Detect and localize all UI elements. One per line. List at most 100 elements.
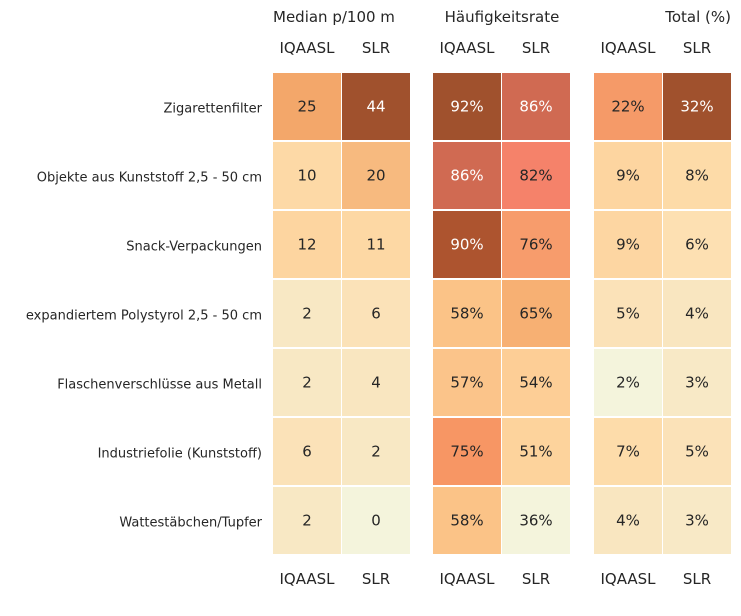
heatmap-cell xyxy=(433,418,501,485)
panel-title: Häufigkeitsrate xyxy=(445,8,560,26)
column-header-bottom: SLR xyxy=(362,570,390,588)
column-header-top: IQAASL xyxy=(439,39,495,57)
row-label: Snack-Verpackungen xyxy=(126,240,262,255)
cell-value-label: 6% xyxy=(685,236,709,254)
column-header-bottom: SLR xyxy=(522,570,550,588)
heatmap-cell xyxy=(433,487,501,554)
heatmap-cell xyxy=(342,211,410,278)
cell-value-label: 86% xyxy=(519,98,552,116)
heatmap-cell xyxy=(273,280,341,347)
cell-value-label: 86% xyxy=(450,167,483,185)
cell-value-label: 12 xyxy=(297,236,316,254)
cell-value-label: 5% xyxy=(685,443,709,461)
heatmap-cell xyxy=(273,211,341,278)
heatmap-cell xyxy=(342,142,410,209)
row-label: Wattestäbchen/Tupfer xyxy=(119,516,262,531)
heatmap-cell xyxy=(502,142,570,209)
cell-value-label: 76% xyxy=(519,236,552,254)
row-label: Industriefolie (Kunststoff) xyxy=(98,447,262,462)
panel-title: Median p/100 m xyxy=(273,8,395,26)
column-header-top: SLR xyxy=(522,39,550,57)
cell-value-label: 20 xyxy=(366,167,385,185)
cell-value-label: 2 xyxy=(302,305,312,323)
cell-value-label: 2 xyxy=(302,512,312,530)
column-header-top: IQAASL xyxy=(600,39,656,57)
heatmap-cell xyxy=(594,142,662,209)
heatmap-cell xyxy=(433,142,501,209)
cell-value-label: 6 xyxy=(302,443,312,461)
cell-value-label: 2 xyxy=(302,374,312,392)
cell-value-label: 10 xyxy=(297,167,316,185)
heatmap-cell xyxy=(342,280,410,347)
heatmap-cell xyxy=(594,418,662,485)
cell-value-label: 3% xyxy=(685,374,709,392)
heatmap-cell xyxy=(342,418,410,485)
heatmap-cell xyxy=(273,418,341,485)
cell-value-label: 11 xyxy=(366,236,385,254)
column-header-bottom: IQAASL xyxy=(600,570,656,588)
heatmap-cell xyxy=(594,349,662,416)
cell-value-label: 4 xyxy=(371,374,381,392)
cell-value-label: 6 xyxy=(371,305,381,323)
heatmap-cell xyxy=(502,211,570,278)
cell-value-label: 51% xyxy=(519,443,552,461)
cell-value-label: 25 xyxy=(297,98,316,116)
row-label: Zigarettenfilter xyxy=(164,102,263,117)
heatmap-cell xyxy=(433,349,501,416)
heatmap-cell xyxy=(663,349,731,416)
cell-value-label: 7% xyxy=(616,443,640,461)
cell-value-label: 9% xyxy=(616,167,640,185)
column-header-top: SLR xyxy=(362,39,390,57)
cell-value-label: 9% xyxy=(616,236,640,254)
heatmap-cell xyxy=(273,487,341,554)
cell-value-label: 5% xyxy=(616,305,640,323)
cell-value-label: 58% xyxy=(450,512,483,530)
cell-value-label: 32% xyxy=(680,98,713,116)
heatmap-cell xyxy=(663,487,731,554)
cell-value-label: 82% xyxy=(519,167,552,185)
heatmap-cell xyxy=(594,487,662,554)
heatmap-cell xyxy=(663,211,731,278)
heatmap-cell xyxy=(594,211,662,278)
column-header-top: SLR xyxy=(683,39,711,57)
column-header-bottom: IQAASL xyxy=(439,570,495,588)
heatmap-cell xyxy=(342,73,410,140)
cell-value-label: 65% xyxy=(519,305,552,323)
heatmap-cell xyxy=(663,142,731,209)
heatmap-cell xyxy=(273,349,341,416)
cell-value-label: 2 xyxy=(371,443,381,461)
cell-value-label: 4% xyxy=(685,305,709,323)
cell-value-label: 44 xyxy=(366,98,385,116)
column-header-bottom: SLR xyxy=(683,570,711,588)
heatmap-cell xyxy=(502,487,570,554)
heatmap-cell xyxy=(342,487,410,554)
heatmap-cell xyxy=(502,73,570,140)
heatmap-cell xyxy=(594,73,662,140)
heatmap-cell xyxy=(433,211,501,278)
heatmap-cell xyxy=(273,142,341,209)
heatmap-cell xyxy=(502,418,570,485)
cell-value-label: 75% xyxy=(450,443,483,461)
heatmap-cell xyxy=(273,73,341,140)
row-label: Flaschenverschlüsse aus Metall xyxy=(57,378,262,393)
heatmap-cell xyxy=(342,349,410,416)
column-header-bottom: IQAASL xyxy=(279,570,335,588)
cell-value-label: 0 xyxy=(371,512,381,530)
heatmap-cell xyxy=(663,418,731,485)
cell-value-label: 22% xyxy=(611,98,644,116)
panel-title: Total (%) xyxy=(664,8,731,26)
heatmap-cell xyxy=(502,280,570,347)
cell-value-label: 8% xyxy=(685,167,709,185)
cell-value-label: 54% xyxy=(519,374,552,392)
column-header-top: IQAASL xyxy=(279,39,335,57)
heatmap-cell xyxy=(502,349,570,416)
cell-value-label: 2% xyxy=(616,374,640,392)
cell-value-label: 92% xyxy=(450,98,483,116)
heatmap-cell xyxy=(433,280,501,347)
heatmap-cell xyxy=(594,280,662,347)
heatmap-cell xyxy=(663,73,731,140)
cell-value-label: 57% xyxy=(450,374,483,392)
cell-value-label: 58% xyxy=(450,305,483,323)
heatmap-cell xyxy=(433,73,501,140)
